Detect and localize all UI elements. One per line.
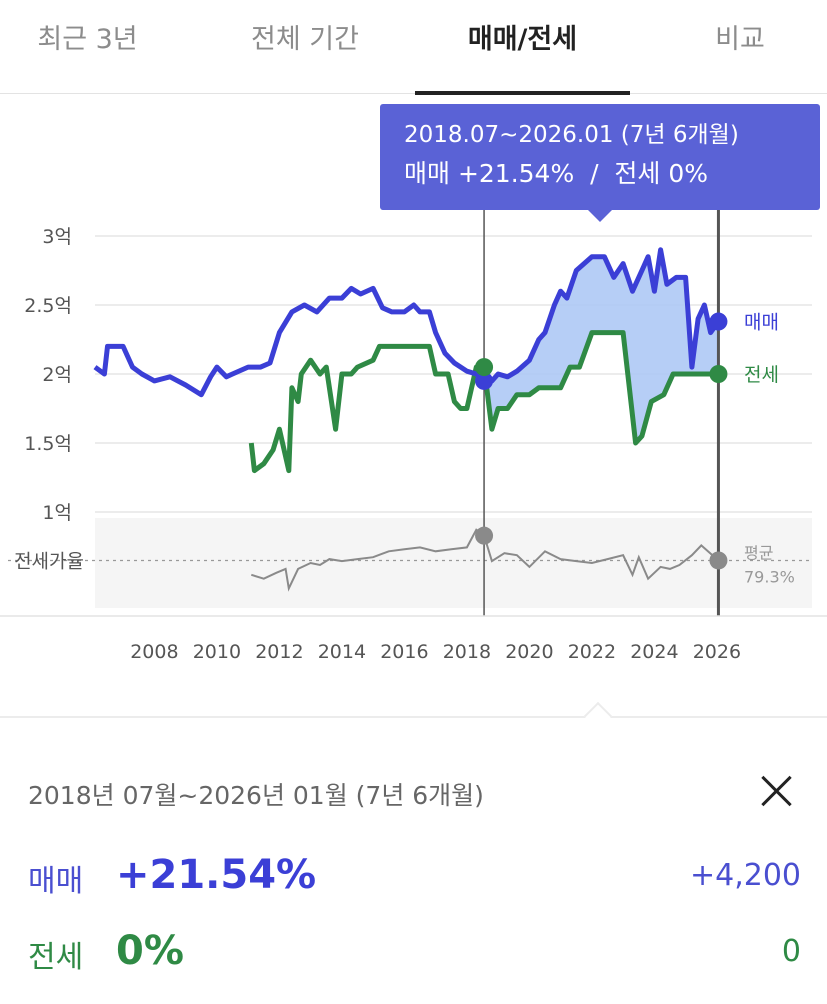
section-divider (0, 716, 827, 718)
x-tick-label: 2024 (630, 641, 678, 663)
summary-period: 2018년 07월~2026년 01월 (7년 6개월) (28, 781, 484, 810)
selection-tooltip: 2018.07~2026.01 (7년 6개월) 매매 +21.54% / 전세… (380, 104, 820, 222)
lease-end-dot (709, 365, 728, 383)
ratio-panel (95, 518, 812, 608)
lease-line (248, 330, 719, 474)
x-tick-label: 2020 (505, 641, 553, 663)
summary-sale-amount: +4,200 (689, 858, 801, 893)
summary-sale-pct: +21.54% (116, 852, 317, 898)
y-tick-label: 1억 (42, 502, 72, 524)
x-tick-label: 2026 (693, 641, 741, 663)
sale-end-label: 매매 (744, 312, 779, 334)
x-tick-label: 2022 (568, 641, 616, 663)
tab-full-period[interactable]: 전체 기간 (251, 24, 359, 55)
summary-lease-amount: 0 (781, 934, 801, 969)
summary-lease-label: 전세 (28, 940, 84, 975)
y-tick-label: 2억 (42, 364, 72, 386)
x-tick-label: 2008 (130, 641, 178, 663)
x-tick-label: 2018 (443, 641, 491, 663)
y-tick-label: 1.5억 (24, 433, 72, 455)
tab-recent-3y[interactable]: 최근 3년 (37, 24, 138, 55)
tab-compare[interactable]: 비교 (715, 24, 765, 55)
close-icon[interactable] (756, 770, 796, 810)
lease-end-label: 전세 (744, 364, 779, 386)
x-tick-label: 2014 (318, 641, 366, 663)
tab-sale-lease[interactable]: 매매/전세 (415, 0, 630, 95)
y-tick-label: 3억 (42, 226, 72, 248)
lease-start-dot (475, 358, 494, 377)
summary-lease-pct: 0% (116, 928, 184, 974)
x-tick-label: 2016 (380, 641, 428, 663)
sale-end-dot (709, 312, 728, 331)
period-tabs: 최근 3년 전체 기간 매매/전세 비교 (0, 0, 827, 95)
x-tick-label: 2010 (193, 641, 241, 663)
summary-sale-label: 매매 (28, 864, 84, 899)
ratio-end-dot (709, 551, 728, 570)
tooltip-range: 2018.07~2026.01 (7년 6개월) (404, 122, 739, 148)
average-value: 79.3% (744, 567, 795, 586)
average-label: 평균 (744, 543, 773, 562)
tooltip-summary: 매매 +21.54% / 전세 0% (404, 159, 709, 188)
x-tick-label: 2012 (255, 641, 303, 663)
selection-summary: 2018년 07월~2026년 01월 (7년 6개월) 매매 +21.54% … (0, 718, 827, 1004)
y-tick-label: 2.5억 (24, 295, 72, 317)
sale-line (93, 247, 721, 398)
ratio-start-dot (475, 526, 494, 545)
sale-start-dot (475, 371, 494, 390)
ratio-axis-label: 전세가율 (14, 550, 84, 572)
